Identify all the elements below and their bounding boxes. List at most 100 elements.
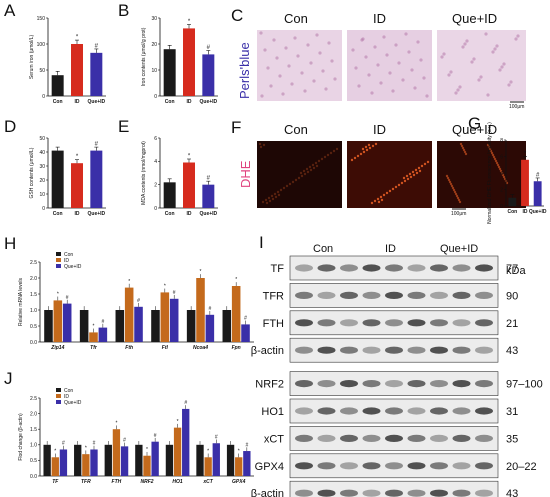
c-nucleus-dot bbox=[484, 32, 488, 36]
f-fluorescence-dot bbox=[317, 159, 321, 163]
h-legend-label: Que+ID bbox=[64, 264, 82, 270]
h-sig-mark: * bbox=[164, 284, 166, 290]
h-bar bbox=[151, 310, 160, 342]
f-fluorescence-dot bbox=[288, 182, 292, 186]
blot-band bbox=[385, 264, 403, 272]
h-legend-swatch bbox=[56, 252, 61, 256]
b-bar bbox=[202, 54, 215, 96]
b-sig-mark: * bbox=[188, 19, 191, 25]
h-bar bbox=[134, 306, 143, 342]
e-bar bbox=[202, 184, 215, 208]
blot-band bbox=[295, 346, 313, 354]
c-nucleus-dot bbox=[397, 61, 401, 65]
blot-band bbox=[385, 380, 403, 388]
f-fluorescence-dot bbox=[306, 170, 310, 174]
panel-letter-j: J bbox=[4, 369, 13, 388]
f-micrograph-con bbox=[257, 141, 342, 208]
c-nucleus-dot bbox=[364, 55, 368, 59]
blot-label: FTH bbox=[263, 318, 284, 330]
f-fluorescence-dot bbox=[402, 176, 406, 180]
j-bar bbox=[182, 408, 190, 476]
j-y-tick-label: 0.5 bbox=[30, 458, 37, 464]
panel-letter-e: E bbox=[118, 117, 129, 136]
f-stain-label: DHE bbox=[238, 160, 253, 188]
h-sig-mark: * bbox=[57, 292, 59, 298]
g-y-tick-label: 4 bbox=[500, 171, 503, 177]
e-sig-mark: * bbox=[188, 154, 191, 160]
f-fluorescence-dot bbox=[267, 196, 271, 200]
i-group-label-2: ID bbox=[385, 243, 396, 255]
f-fluorescence-dot bbox=[371, 144, 375, 148]
blot-band bbox=[340, 489, 358, 497]
blot-band bbox=[295, 291, 313, 299]
f-fluorescence-dot bbox=[258, 142, 262, 146]
f-fluorescence-dot bbox=[294, 178, 298, 182]
j-sig-mark: # bbox=[215, 434, 218, 440]
e-y-tick-label: 0 bbox=[154, 206, 157, 212]
panel-letter-i: I bbox=[259, 233, 264, 252]
f-fluorescence-dot bbox=[356, 154, 360, 158]
j-y-tick-label: 1.0 bbox=[30, 443, 37, 449]
f-fluorescence-dot bbox=[379, 195, 383, 199]
a-bar bbox=[90, 52, 103, 96]
h-sig-mark: * bbox=[235, 277, 237, 283]
f-fluorescence-dot bbox=[493, 157, 497, 161]
j-sig-mark: # bbox=[184, 400, 187, 406]
j-bar bbox=[243, 451, 251, 476]
blot-band bbox=[295, 319, 313, 327]
e-x-tick-label: ID bbox=[187, 211, 192, 217]
c-micrograph-con bbox=[257, 30, 342, 101]
f-fluorescence-dot bbox=[415, 171, 419, 175]
j-y-tick-label: 0.0 bbox=[30, 474, 37, 480]
f-fluorescence-dot bbox=[285, 184, 289, 188]
j-sig-mark: # bbox=[123, 438, 126, 444]
f-fluorescence-dot bbox=[302, 169, 306, 173]
h-x-tick-label: Fth bbox=[125, 345, 133, 351]
f-fluorescence-dot bbox=[323, 155, 327, 159]
d-y-tick-label: 0 bbox=[42, 206, 45, 212]
blot-band bbox=[362, 264, 381, 272]
c-nucleus-dot bbox=[263, 48, 267, 52]
blot-band bbox=[362, 434, 381, 442]
h-bar bbox=[241, 324, 250, 342]
f-fluorescence-dot bbox=[335, 147, 339, 151]
c-nucleus-dot bbox=[419, 58, 423, 62]
j-x-tick-label: GPX4 bbox=[232, 479, 246, 485]
c-nucleus-dot bbox=[266, 66, 270, 70]
a-sig-mark: * bbox=[76, 35, 79, 41]
d-y-tick-label: 30 bbox=[39, 164, 45, 170]
c-nucleus-dot bbox=[330, 59, 334, 63]
c-nucleus-dot bbox=[309, 61, 313, 65]
c-nucleus-dot bbox=[401, 78, 405, 82]
h-bar bbox=[186, 310, 196, 342]
c-nucleus-dot bbox=[413, 86, 417, 90]
c-nucleus-dot bbox=[278, 74, 282, 78]
panel-a-chart: 0 50 100 150 Serum iron (μmol/L) Con * ID # Que+I… bbox=[29, 16, 106, 105]
blot-band bbox=[317, 291, 336, 299]
f-fluorescence-dot bbox=[300, 174, 304, 178]
blot-band bbox=[295, 407, 313, 415]
h-bar bbox=[231, 286, 241, 342]
blot-band bbox=[362, 346, 381, 354]
h-y-tick-label: 0.0 bbox=[30, 340, 37, 346]
g-bar bbox=[533, 181, 542, 206]
j-sig-mark: # bbox=[93, 441, 96, 447]
f-group-label-3: Que+ID bbox=[452, 122, 497, 137]
b-y-tick-label: 30 bbox=[151, 16, 157, 22]
panel-i: Con ID Que+ID kDa TF 77 TFR 90 FTH 21 β-actin 4… bbox=[251, 243, 543, 497]
f-fluorescence-dot bbox=[297, 176, 301, 180]
c-nucleus-dot bbox=[491, 50, 495, 54]
h-legend-label: Con bbox=[64, 252, 73, 258]
j-x-tick-label: NRF2 bbox=[140, 479, 153, 485]
f-fluorescence-dot bbox=[495, 161, 499, 165]
blot-band bbox=[362, 380, 381, 388]
h-legend-swatch bbox=[56, 258, 61, 262]
a-x-tick-label: Que+ID bbox=[88, 99, 106, 105]
c-scale-label: 100μm bbox=[509, 104, 524, 110]
f-fluorescence-dot bbox=[309, 168, 313, 172]
blot-kda: 43 bbox=[506, 345, 518, 357]
b-y-label: Iron contents (μmol/g prot) bbox=[141, 27, 147, 86]
f-fluorescence-dot bbox=[320, 157, 324, 161]
j-bar bbox=[226, 444, 235, 476]
blot-band bbox=[407, 407, 426, 415]
